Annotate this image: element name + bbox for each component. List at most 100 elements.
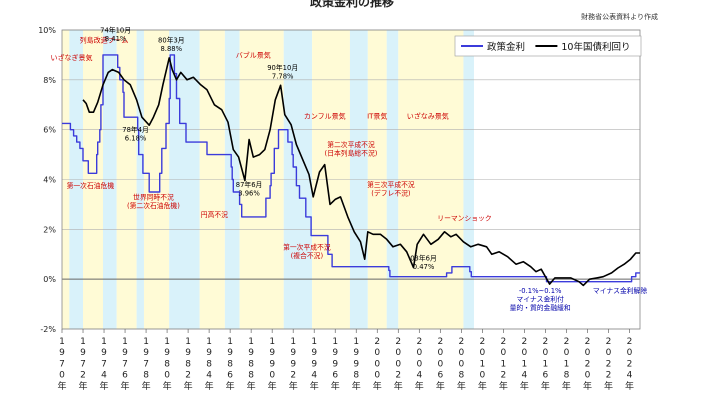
x-tick-char: 0 [564, 348, 570, 358]
x-tick-char: 9 [227, 348, 233, 358]
event-label: いざなぎ景気 [50, 53, 92, 62]
x-tick-char: 1 [143, 337, 149, 347]
series-layer [62, 54, 640, 287]
y-tick-label: 4% [43, 176, 56, 185]
x-tick-char: 9 [185, 348, 191, 358]
x-tick-char: 1 [164, 337, 170, 347]
x-tick-char: 年 [457, 380, 466, 392]
legend-label: 10年国債利回り [561, 41, 630, 53]
x-tick-label: 201 6年 [541, 337, 550, 392]
annotation-line: (複合不況) [291, 251, 324, 260]
x-tick-label: 197 6年 [121, 337, 130, 392]
x-tick-char: 年 [415, 380, 424, 392]
x-tick-char: 0 [374, 359, 380, 369]
x-tick-char: 2 [522, 337, 528, 347]
annotation-line: マイナス金利付 [516, 294, 564, 303]
x-tick-char: 8 [458, 371, 464, 381]
x-tick-char: 0 [585, 348, 591, 358]
x-tick-label: 197 2年 [79, 337, 88, 392]
x-tick-char: 9 [311, 359, 317, 369]
x-tick-char: 0 [374, 348, 380, 358]
x-tick-char: 年 [520, 380, 529, 392]
x-tick-char: 9 [353, 359, 359, 369]
x-tick-char: 0 [479, 371, 485, 381]
x-tick-char: 2 [606, 371, 612, 381]
x-tick-char: 年 [163, 380, 172, 392]
x-tick-label: 198 2年 [184, 337, 193, 392]
x-tick-char: 9 [290, 359, 296, 369]
annotation-line: リーマンショック [437, 215, 491, 223]
annotation: 世界同時不況(第二次石油危機) [127, 192, 180, 210]
x-tick-char: 1 [227, 337, 233, 347]
x-tick-char: 2 [501, 337, 507, 347]
x-tick-char: 年 [499, 380, 508, 392]
x-tick-char: 2 [290, 371, 296, 381]
x-tick-char: 1 [311, 337, 317, 347]
annotation-line: 0.47% [413, 263, 435, 271]
x-tick-char: 年 [79, 380, 88, 392]
x-tick-char: 0 [479, 348, 485, 358]
x-tick-char: 9 [353, 348, 359, 358]
annotation-line: 3.96% [238, 189, 260, 197]
x-tick-char: 1 [290, 337, 296, 347]
x-tick-char: 1 [101, 337, 107, 347]
x-tick-label: 198 6年 [226, 337, 235, 392]
annotation-line: 80年3月 [158, 35, 185, 44]
x-tick-char: 9 [311, 348, 317, 358]
x-tick-char: 2 [606, 359, 612, 369]
x-tick-char: 年 [562, 380, 571, 392]
x-tick-char: 2 [543, 337, 549, 347]
x-tick-char: 年 [57, 380, 66, 392]
x-tick-char: 2 [479, 337, 485, 347]
annotation-line: (デフレ不況) [371, 188, 411, 197]
x-tick-char: 年 [247, 380, 256, 392]
x-tick-char: 2 [437, 337, 443, 347]
x-tick-char: 0 [395, 359, 401, 369]
x-tick-char: 1 [522, 359, 528, 369]
x-tick-char: 7 [122, 359, 128, 369]
x-tick-char: 2 [374, 337, 380, 347]
event-label: いざなみ景気 [407, 111, 449, 120]
x-tick-char: 年 [373, 380, 382, 392]
x-tick-char: 0 [585, 371, 591, 381]
x-tick-char: 2 [458, 337, 464, 347]
x-tick-char: 1 [59, 337, 65, 347]
annotation: マイナス金利解除 [593, 286, 647, 295]
x-tick-char: 0 [606, 348, 612, 358]
x-tick-char: 9 [122, 348, 128, 358]
x-tick-char: 0 [458, 359, 464, 369]
annotation-line: (日本列島総不況) [325, 149, 378, 158]
x-tick-char: 1 [332, 337, 338, 347]
x-tick-char: 7 [80, 359, 86, 369]
x-tick-char: 0 [437, 359, 443, 369]
annotation-line: 87年6月 [236, 180, 263, 189]
x-tick-char: 年 [268, 380, 277, 392]
x-tick-char: 年 [310, 380, 319, 392]
x-tick-char: 9 [59, 348, 65, 358]
annotation-line: マイナス金利解除 [593, 286, 647, 295]
x-tick-char: 1 [501, 359, 507, 369]
annotation-line: 7.78% [272, 72, 294, 80]
x-tick-char: 9 [290, 348, 296, 358]
x-tick-char: 6 [332, 371, 338, 381]
x-tick-char: 0 [416, 348, 422, 358]
x-tick-char: 4 [627, 371, 633, 381]
x-tick-char: 年 [604, 380, 613, 392]
x-tick-char: 9 [332, 359, 338, 369]
y-tick-label: 10% [38, 26, 56, 35]
annotation: 第三次平成不況(デフレ不況) [367, 180, 415, 198]
x-tick-char: 0 [437, 348, 443, 358]
x-tick-char: 8 [248, 359, 254, 369]
event-label: カンフル景気 [304, 111, 346, 120]
x-tick-char: 8 [206, 359, 212, 369]
x-tick-label: 201 8年 [562, 337, 571, 392]
annotation-line: 第三次平成不況 [367, 180, 415, 189]
